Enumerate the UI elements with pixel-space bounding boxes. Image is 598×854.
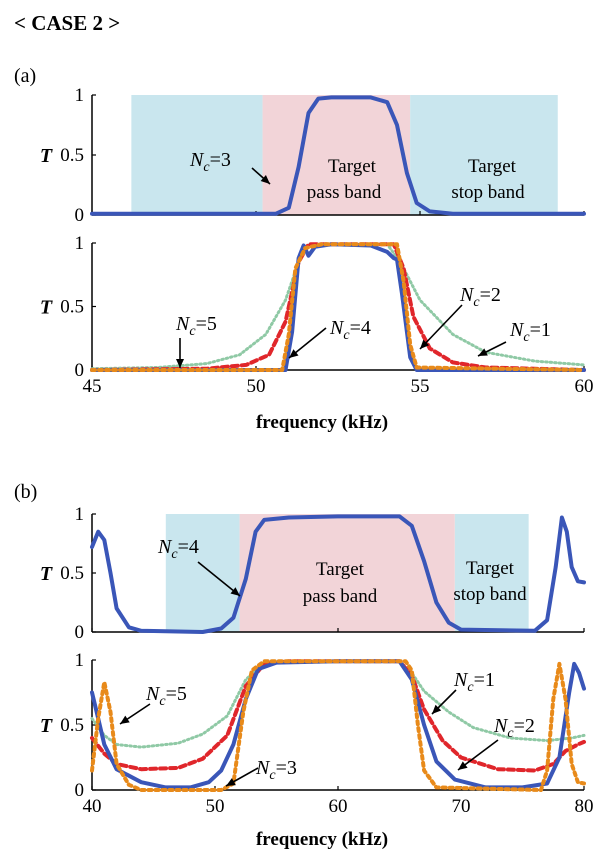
nc-arrow-b-2-head [458,761,468,770]
x-tick-label-70: 70 [452,796,471,817]
panel-a-top-plot: 0 0.5 1 T Target pass band Target stop band Nc=3 [40,85,586,226]
nc-arrow-a-4-head [289,349,299,358]
nc-arrow-a-1-head [478,348,488,356]
nc-label-a-top: Nc=3 [189,149,231,175]
stop-band-label-line1: Target [468,156,517,177]
stop-band-label-line2: stop band [453,584,527,605]
panel-b-label: (b) [14,481,37,503]
stop-band-2 [454,514,529,632]
y-tick-label-0.5: 0.5 [60,715,84,736]
y-tick-label-0.5: 0.5 [60,145,84,166]
series-line-nc-4 [90,242,586,372]
nc-arrow-b-top-head [230,587,240,596]
x-tick-label-55: 55 [411,376,430,397]
y-axis-label: T [40,715,53,737]
y-axis-label: T [40,563,53,585]
y-tick-label-1: 1 [75,85,85,106]
nc-label-a-4: Nc=4 [329,317,371,343]
y-axis-label: T [40,145,53,167]
series-line-nc-3 [90,95,586,216]
nc-label-b-2: Nc=2 [493,715,535,741]
panel-a-bottom-plot: 0 0.5 1 45 50 55 60 T Nc=5 Nc=4 Nc=2 Nc=1 [40,233,594,397]
series-line-nc-2 [90,242,586,372]
stop-band-label-line2: stop band [451,182,525,203]
x-tick-label-60: 60 [329,796,348,817]
x-tick-label-50: 50 [206,796,225,817]
stop-band-label-line1: Target [466,558,515,579]
x-tick-label-50: 50 [247,376,266,397]
panel-a-xlabel: frequency (kHz) [256,412,388,433]
panel-b-top-plot: 0 0.5 1 T Target pass band Target stop band Nc=4 [40,504,586,643]
y-tick-label-0: 0 [75,360,85,381]
nc-arrow-b-1-head [432,704,442,714]
y-tick-label-0: 0 [75,205,85,226]
series-line-nc-5 [90,242,586,372]
nc-label-b-1: Nc=1 [453,669,495,695]
x-tick-label-80: 80 [575,796,594,817]
stop-band-0 [131,95,263,215]
y-tick-label-1: 1 [75,650,85,671]
page-title: < CASE 2 > [14,11,120,35]
x-tick-label-60: 60 [575,376,594,397]
series-line-nc-5 [90,659,586,792]
nc-label-b-top: Nc=4 [157,536,199,562]
pass-band-1 [239,514,455,632]
nc-label-a-5: Nc=5 [175,313,217,339]
nc-arrow-a-top-head [260,175,270,184]
nc-arrow-b-top [197,561,241,597]
pass-band-1 [262,95,411,215]
y-tick-label-1: 1 [75,233,85,254]
series-line-nc-4 [90,514,586,634]
y-tick-label-0: 0 [75,622,85,643]
y-tick-label-0.5: 0.5 [60,563,84,584]
panel-b-xlabel: frequency (kHz) [256,829,388,850]
pass-band-label-line1: Target [316,559,365,580]
nc-label-a-1: Nc=1 [509,319,551,345]
nc-label-a-2: Nc=2 [459,284,501,310]
pass-band-label-line1: Target [328,156,377,177]
y-tick-label-1: 1 [75,504,85,525]
nc-arrow-a-2 [419,304,463,350]
pass-band-label-line2: pass band [307,182,382,203]
stop-band-0 [165,514,240,632]
series-line-nc-1 [90,242,586,371]
nc-arrow-a-2-head [420,339,430,349]
pass-band-label-line2: pass band [303,586,378,607]
y-tick-label-0: 0 [75,780,85,801]
panel-b-bottom-plot: 0 0.5 1 40 50 60 70 80 T Nc=5 Nc=3 Nc=1 Nc=2 [40,650,594,817]
series-line-nc-2 [90,659,586,773]
nc-arrow-a-5-head [176,359,184,368]
y-axis-label: T [40,297,53,319]
stop-band-2 [410,95,558,215]
nc-label-b-3: Nc=3 [255,757,297,783]
nc-label-b-5: Nc=5 [145,683,187,709]
nc-arrow-b-5-head [120,715,130,724]
x-tick-label-40: 40 [83,796,102,817]
nc-arrow-b-3-head [226,778,236,786]
y-tick-label-0.5: 0.5 [60,297,84,318]
panel-a-label: (a) [14,65,36,87]
x-tick-label-45: 45 [83,376,102,397]
